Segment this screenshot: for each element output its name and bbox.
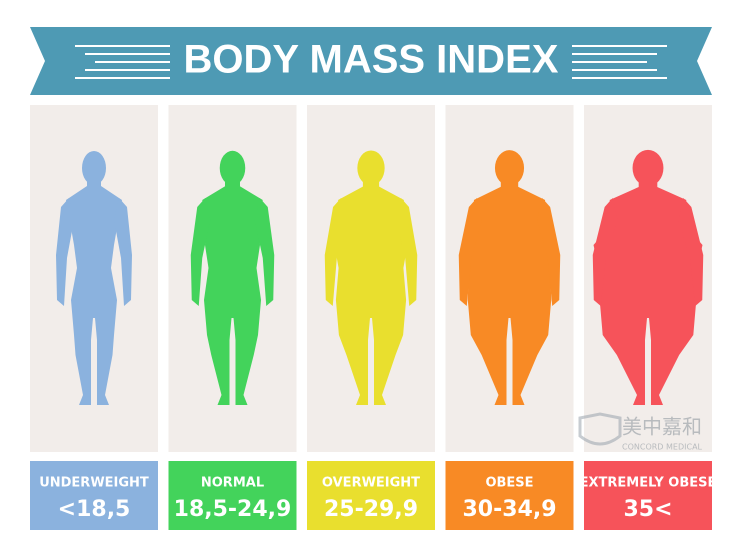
figure-head: [494, 150, 525, 186]
title-ribbon: [30, 27, 712, 95]
category-range: 35<: [623, 497, 672, 522]
figure-arm: [592, 198, 618, 306]
label-box: [168, 461, 297, 530]
category-range: <18,5: [58, 497, 131, 522]
category-range: 25-29,9: [324, 497, 418, 522]
figure-neck: [500, 180, 519, 192]
categories: UNDERWEIGHT <18,5 NORMAL 18,5-24,9 OVERWEIGH…: [30, 105, 716, 530]
figure-arm: [678, 198, 704, 306]
category-label: NORMAL: [201, 476, 264, 491]
label-box: [584, 461, 712, 530]
watermark-subtitle: CONCORD MEDICAL: [622, 443, 703, 452]
category-label: EXTREMELY OBESE: [580, 476, 717, 491]
figure-arm: [254, 198, 275, 306]
figure-arm: [114, 198, 132, 306]
label-box: [307, 461, 435, 530]
category-range: 18,5-24,9: [174, 497, 292, 522]
figure-body: [593, 186, 703, 405]
label-box: [30, 461, 158, 530]
category-range: 30-34,9: [462, 497, 556, 522]
figure-arm: [190, 198, 211, 306]
figure-head: [219, 150, 246, 186]
figure-arm: [458, 198, 482, 306]
figure-body: [334, 186, 408, 405]
figure-arm: [324, 198, 347, 306]
category-label: OVERWEIGHT: [322, 476, 420, 491]
figure-neck: [225, 180, 240, 192]
figure-neck: [362, 180, 380, 192]
category-label: OBESE: [485, 476, 533, 491]
title: BODY MASS INDEX: [184, 38, 559, 82]
category-label: UNDERWEIGHT: [39, 476, 149, 491]
figure-arm: [395, 198, 418, 306]
figure-body: [464, 186, 555, 405]
figure-head: [357, 150, 385, 186]
ribbon-stripes: [75, 45, 667, 79]
figure-neck: [87, 180, 101, 192]
figure-arm: [56, 198, 74, 306]
watermark-name: 美中嘉和: [622, 415, 702, 439]
figure-head: [632, 149, 664, 187]
figure-neck: [638, 180, 658, 192]
figure-body: [202, 186, 263, 405]
figure-head: [82, 151, 106, 185]
watermark: 美中嘉和 CONCORD MEDICAL: [578, 412, 703, 452]
figure-arm: [537, 198, 561, 306]
label-box: [445, 461, 574, 530]
figure-body: [66, 186, 122, 405]
